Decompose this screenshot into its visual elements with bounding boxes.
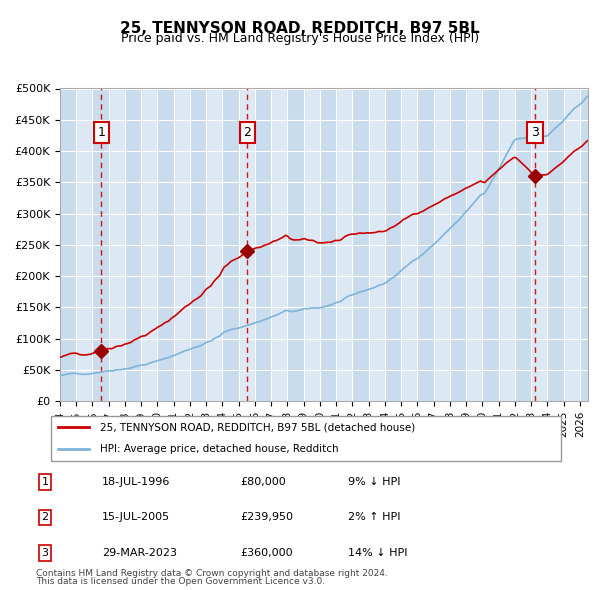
- Bar: [223, 88, 239, 401]
- Text: 25, TENNYSON ROAD, REDDITCH, B97 5BL: 25, TENNYSON ROAD, REDDITCH, B97 5BL: [120, 21, 480, 35]
- FancyBboxPatch shape: [50, 415, 562, 461]
- Bar: [157, 88, 174, 401]
- Text: 25, TENNYSON ROAD, REDDITCH, B97 5BL (detached house): 25, TENNYSON ROAD, REDDITCH, B97 5BL (de…: [100, 422, 415, 432]
- Text: 18-JUL-1996: 18-JUL-1996: [102, 477, 170, 487]
- Text: HPI: Average price, detached house, Redditch: HPI: Average price, detached house, Redd…: [100, 444, 338, 454]
- Text: 15-JUL-2005: 15-JUL-2005: [102, 513, 170, 522]
- Text: HPI: Average price, detached house, Redditch: HPI: Average price, detached house, Redd…: [100, 444, 338, 454]
- Bar: [418, 88, 434, 401]
- Text: 2: 2: [41, 513, 49, 522]
- Bar: [385, 88, 401, 401]
- Bar: [450, 88, 466, 401]
- Text: £360,000: £360,000: [240, 548, 293, 558]
- Text: 1: 1: [41, 477, 49, 487]
- Bar: [580, 88, 596, 401]
- Bar: [190, 88, 206, 401]
- Text: 9% ↓ HPI: 9% ↓ HPI: [348, 477, 401, 487]
- Text: 29-MAR-2023: 29-MAR-2023: [102, 548, 177, 558]
- Bar: [482, 88, 499, 401]
- Text: 3: 3: [531, 126, 539, 139]
- Text: This data is licensed under the Open Government Licence v3.0.: This data is licensed under the Open Gov…: [36, 577, 325, 586]
- Text: Contains HM Land Registry data © Crown copyright and database right 2024.: Contains HM Land Registry data © Crown c…: [36, 569, 388, 578]
- Text: 2% ↑ HPI: 2% ↑ HPI: [348, 513, 401, 522]
- Text: 3: 3: [41, 548, 49, 558]
- Text: £239,950: £239,950: [240, 513, 293, 522]
- Bar: [352, 88, 368, 401]
- Text: 1: 1: [97, 126, 105, 139]
- Text: 14% ↓ HPI: 14% ↓ HPI: [348, 548, 407, 558]
- Bar: [92, 88, 109, 401]
- Text: Price paid vs. HM Land Registry's House Price Index (HPI): Price paid vs. HM Land Registry's House …: [121, 32, 479, 45]
- Text: £80,000: £80,000: [240, 477, 286, 487]
- Bar: [287, 88, 304, 401]
- Bar: [515, 88, 531, 401]
- Bar: [255, 88, 271, 401]
- Bar: [547, 88, 563, 401]
- Bar: [125, 88, 141, 401]
- Bar: [60, 88, 76, 401]
- Bar: [320, 88, 336, 401]
- Text: 2: 2: [244, 126, 251, 139]
- Text: 25, TENNYSON ROAD, REDDITCH, B97 5BL (detached house): 25, TENNYSON ROAD, REDDITCH, B97 5BL (de…: [100, 422, 415, 432]
